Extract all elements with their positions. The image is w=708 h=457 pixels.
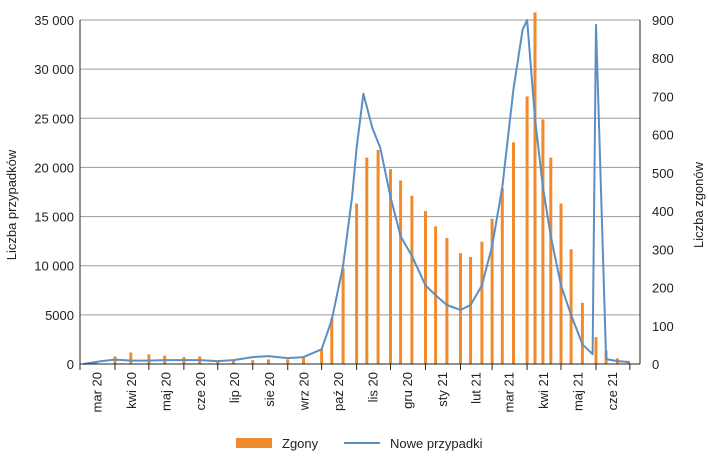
right-tick-label: 700 xyxy=(652,89,674,104)
x-tick-label: maj 21 xyxy=(571,372,586,411)
bar-deaths xyxy=(480,241,484,364)
bar-deaths xyxy=(147,354,151,364)
line-new-cases xyxy=(83,19,629,365)
x-tick-label: gru 20 xyxy=(400,372,415,409)
bar-deaths xyxy=(320,348,324,364)
bar-deaths xyxy=(512,142,515,364)
x-tick-label: sty 21 xyxy=(435,372,450,407)
bar-deaths xyxy=(424,211,427,364)
x-tick-label: mar 20 xyxy=(90,372,105,412)
left-tick-label: 5000 xyxy=(45,308,74,323)
bar-deaths xyxy=(549,157,553,364)
right-tick-label: 500 xyxy=(652,166,674,181)
right-tick-label: 900 xyxy=(652,13,674,28)
x-tick-label: lip 20 xyxy=(227,372,242,403)
x-tick-label: lis 20 xyxy=(366,372,381,402)
line-new-cases-path xyxy=(83,19,629,365)
x-tick-label: kwi 20 xyxy=(124,372,139,409)
bar-deaths xyxy=(500,188,504,364)
right-tick-label: 0 xyxy=(652,357,659,372)
bars-deaths xyxy=(94,12,631,365)
bar-deaths xyxy=(286,359,290,364)
x-tick-label: cze 21 xyxy=(605,372,620,410)
right-tick-label: 200 xyxy=(652,281,674,296)
right-axis-title: Liczba zgonów xyxy=(691,161,706,248)
bar-deaths xyxy=(399,180,403,364)
x-tick-label: maj 20 xyxy=(158,372,173,411)
bar-deaths xyxy=(267,359,270,364)
right-tick-label: 800 xyxy=(652,51,674,66)
bar-deaths xyxy=(533,12,537,365)
right-tick-label: 100 xyxy=(652,319,674,334)
bar-deaths xyxy=(541,119,545,365)
left-tick-label: 0 xyxy=(67,357,74,372)
bar-deaths xyxy=(580,302,584,364)
bar-deaths xyxy=(389,169,392,364)
bar-deaths xyxy=(376,150,380,364)
x-tick-label: sie 20 xyxy=(262,372,277,407)
x-tick-label: kwi 21 xyxy=(536,372,551,409)
bar-deaths xyxy=(410,195,414,364)
right-tick-label: 300 xyxy=(652,242,674,257)
bar-deaths xyxy=(341,268,345,364)
left-tick-label: 20 000 xyxy=(34,160,74,175)
bar-deaths xyxy=(251,360,255,364)
grid-lines xyxy=(80,19,640,316)
left-tick-label: 10 000 xyxy=(34,259,74,274)
x-tick-label: wrz 20 xyxy=(297,372,312,411)
bar-deaths xyxy=(129,352,133,364)
right-tick-label: 400 xyxy=(652,204,674,219)
axes xyxy=(79,20,641,365)
x-tick-label: mar 21 xyxy=(502,372,517,412)
legend: Zgony Nowe przypadki xyxy=(236,436,483,451)
left-tick-label: 35 000 xyxy=(34,13,74,28)
left-axis-ticks: 0 5000 10 000 15 000 20 000 25 000 30 000 35 00… xyxy=(34,13,74,372)
legend-swatch-deaths xyxy=(236,438,272,448)
bar-deaths xyxy=(525,96,529,365)
bar-deaths xyxy=(330,318,334,364)
bar-deaths xyxy=(355,203,359,364)
bar-deaths xyxy=(459,253,462,364)
right-axis-ticks: 0 100 200 300 400 500 600 700 800 900 xyxy=(652,13,674,372)
x-tick-label: cze 20 xyxy=(193,372,208,410)
bar-deaths xyxy=(490,218,494,364)
bar-deaths xyxy=(302,357,305,364)
bar-deaths xyxy=(469,257,473,364)
legend-label-deaths: Zgony xyxy=(282,436,319,451)
left-tick-label: 25 000 xyxy=(34,111,74,126)
x-axis-ticks: mar 20 kwi 20 maj 20 cze 20 lip 20 sie 20 wrz … xyxy=(79,364,631,412)
x-tick-label: lut 21 xyxy=(468,372,483,404)
bar-deaths xyxy=(594,337,598,364)
bar-deaths xyxy=(232,360,235,364)
right-tick-label: 600 xyxy=(652,128,674,143)
bar-deaths xyxy=(94,362,98,364)
left-tick-label: 30 000 xyxy=(34,62,74,77)
bar-deaths xyxy=(365,157,369,364)
legend-label-cases: Nowe przypadki xyxy=(390,436,483,451)
x-tick-label: paź 20 xyxy=(331,372,346,411)
bar-deaths xyxy=(627,360,631,364)
bar-deaths xyxy=(445,237,449,364)
bar-deaths xyxy=(569,249,573,364)
left-tick-label: 15 000 xyxy=(34,210,74,225)
left-axis-title: Liczba przypadków xyxy=(4,149,19,260)
